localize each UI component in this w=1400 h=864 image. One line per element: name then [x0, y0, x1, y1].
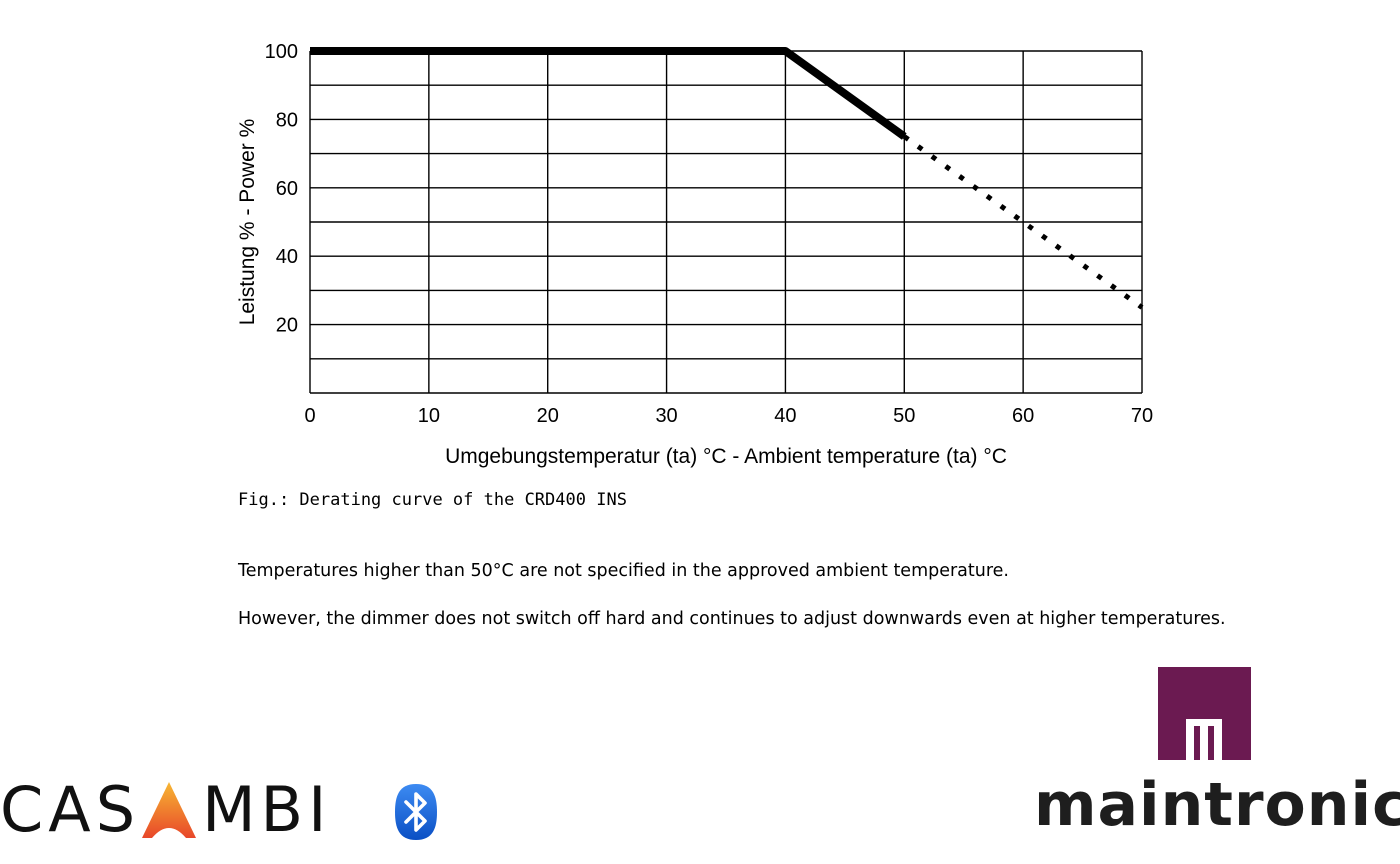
y-tick-label-60: 60 [276, 178, 298, 200]
x-tick-labels: 0 10 20 30 40 50 60 70 [304, 405, 1153, 427]
y-tick-label-40: 40 [276, 246, 298, 268]
y-axis-title: Leistung % - Power % [236, 119, 259, 326]
note-paragraph-1: Temperatures higher than 50°C are not sp… [238, 561, 1009, 581]
casambi-logo-text-start: CAS [0, 773, 141, 846]
x-tick-label-10: 10 [418, 405, 440, 427]
y-tick-label-20: 20 [276, 315, 298, 337]
maintronic-m-icon [1186, 719, 1222, 760]
note-paragraph-2: However, the dimmer does not switch off … [238, 609, 1226, 629]
casambi-a-arch-icon [142, 782, 197, 838]
x-tick-label-40: 40 [774, 405, 796, 427]
chart-series [310, 47, 1144, 310]
series-line-solid [310, 47, 907, 140]
y-tick-label-80: 80 [276, 109, 298, 131]
figure-caption: Fig.: Derating curve of the CRD400 INS [238, 490, 627, 510]
y-tick-labels: 20 40 60 80 100 [265, 41, 298, 337]
maintronic-logo-mark [1158, 667, 1251, 760]
y-tick-label-100: 100 [265, 41, 298, 63]
x-tick-label-30: 30 [655, 405, 677, 427]
x-tick-label-60: 60 [1012, 405, 1034, 427]
bluetooth-icon [395, 784, 437, 840]
casambi-logo-text-end: MBI [202, 773, 332, 846]
x-tick-label-70: 70 [1131, 405, 1153, 427]
x-tick-label-0: 0 [304, 405, 315, 427]
chart-grid [309, 50, 1143, 394]
x-tick-label-50: 50 [893, 405, 915, 427]
derating-chart: 0 10 20 30 40 50 60 70 20 40 60 80 100 Umgebungstem… [236, 41, 1153, 468]
x-tick-label-20: 20 [537, 405, 559, 427]
x-axis-title: Umgebungstemperatur (ta) °C - Ambient te… [445, 445, 1007, 468]
casambi-logo: CAS MBI [0, 777, 331, 843]
maintronic-logo-text: maintronic [1034, 770, 1400, 840]
